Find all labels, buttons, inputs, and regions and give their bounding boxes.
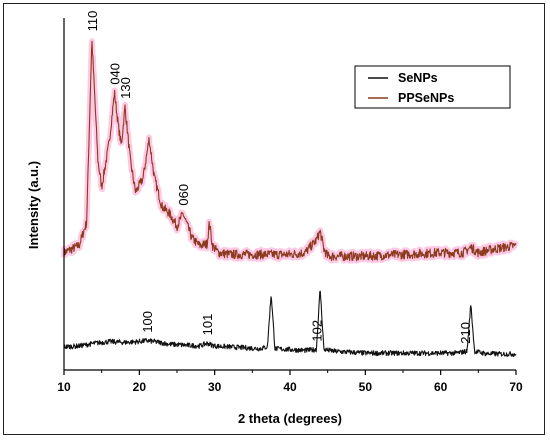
x-tick-label-40: 40 xyxy=(283,380,297,394)
legend: SeNPs PPSeNPs xyxy=(354,65,511,109)
x-tick-label-30: 30 xyxy=(208,380,222,394)
legend-label-ppsenps: PPSeNPs xyxy=(398,91,454,105)
legend-label-senps: SeNPs xyxy=(398,71,438,85)
x-axis-title: 2 theta (degrees) xyxy=(238,411,342,426)
x-tick-label-70: 70 xyxy=(509,380,523,394)
x-tick-label-20: 20 xyxy=(133,380,147,394)
peak-label-102: 102 xyxy=(309,320,324,342)
series-line-senps xyxy=(63,290,517,357)
y-axis-title: Intensity (a.u.) xyxy=(26,161,41,249)
peak-label-040: 040 xyxy=(107,63,122,85)
x-tick-label-10: 10 xyxy=(57,380,71,394)
peak-label-110: 110 xyxy=(85,11,100,32)
legend-box xyxy=(354,65,511,109)
axis-layer: 10 20 30 40 50 60 70 xyxy=(57,18,523,394)
peak-label-060: 060 xyxy=(176,184,191,206)
peak-label-101: 101 xyxy=(200,314,215,336)
x-tick-label-50: 50 xyxy=(359,380,373,394)
peak-label-130: 130 xyxy=(118,77,133,99)
peak-label-210: 210 xyxy=(458,322,473,344)
peak-label-100: 100 xyxy=(140,311,155,333)
series-line-ppsenps xyxy=(63,40,517,262)
x-tick-label-60: 60 xyxy=(434,380,448,394)
